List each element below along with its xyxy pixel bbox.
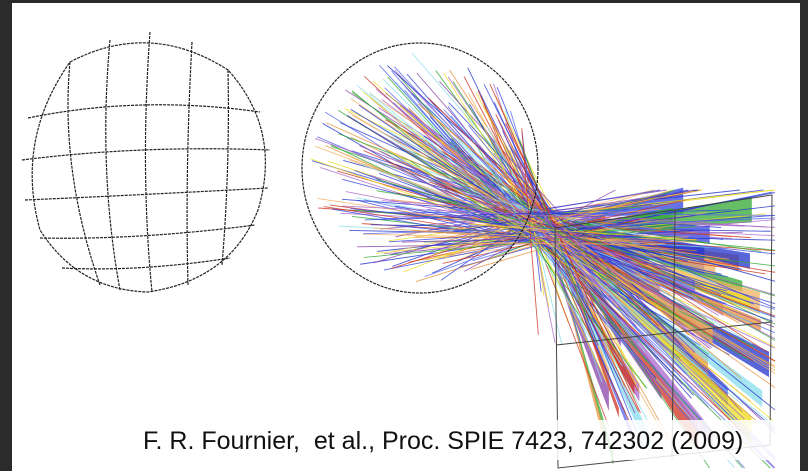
page: F. R. Fournier, et al., Proc. SPIE 7423,…: [0, 0, 808, 471]
figure: F. R. Fournier, et al., Proc. SPIE 7423,…: [0, 0, 808, 471]
caption: F. R. Fournier, et al., Proc. SPIE 7423,…: [143, 427, 743, 455]
